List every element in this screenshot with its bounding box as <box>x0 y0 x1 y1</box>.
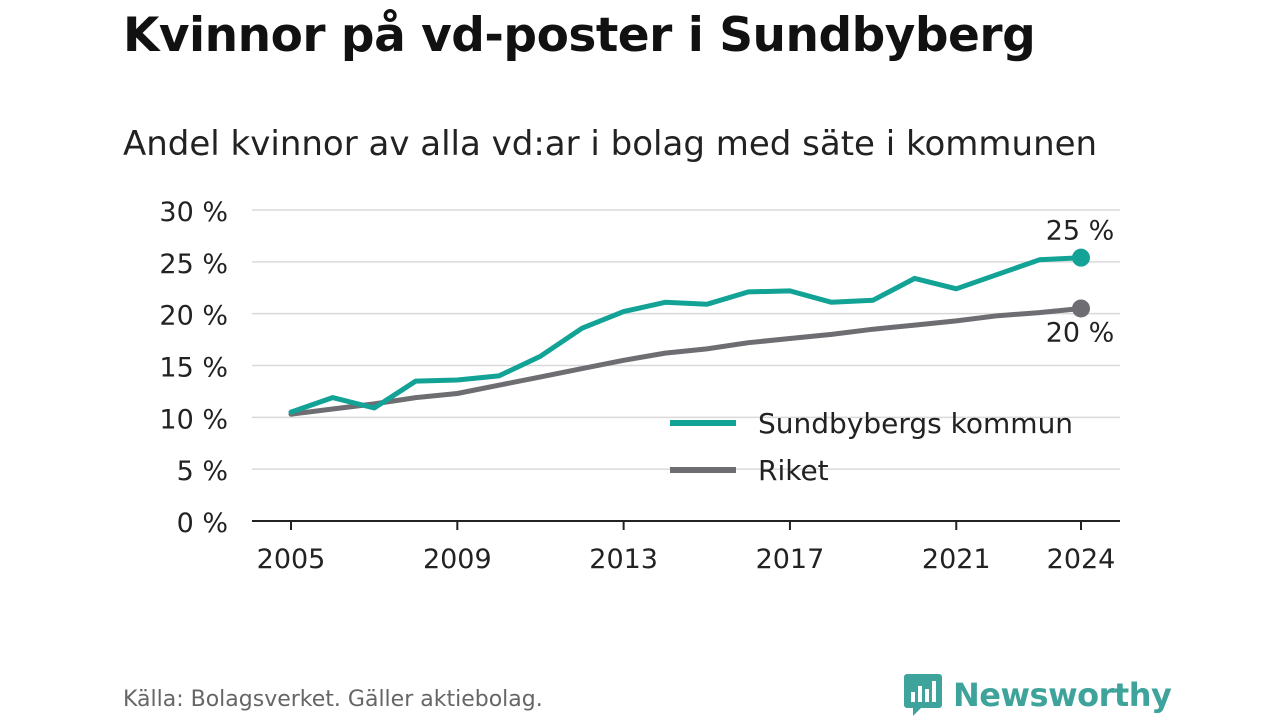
y-tick-label: 30 % <box>159 197 228 228</box>
y-tick-label: 10 % <box>159 404 228 435</box>
brand-logo: Newsworthy <box>903 672 1172 718</box>
x-tick-label: 2021 <box>922 544 991 575</box>
y-tick-label: 5 % <box>177 456 228 487</box>
series-lines: 25 % 20 % <box>288 216 1115 417</box>
end-point-riket <box>1072 299 1090 318</box>
end-point-sundbyberg <box>1072 248 1090 267</box>
series-line-riket <box>288 306 1084 417</box>
legend: Sundbybergs kommun Riket <box>670 407 1073 487</box>
legend-label-sundbyberg: Sundbybergs kommun <box>758 407 1073 440</box>
brand-name: Newsworthy <box>953 676 1172 714</box>
legend-label-riket: Riket <box>758 454 829 487</box>
x-tick-label: 2024 <box>1047 544 1116 575</box>
chart-bars-icon <box>904 674 942 716</box>
end-label-riket: 20 % <box>1046 317 1115 348</box>
x-axis: 2005 2009 2013 2017 2021 2024 <box>252 520 1120 575</box>
chart-title: Kvinnor på vd-poster i Sundbyberg <box>123 8 1036 63</box>
chart-subtitle: Andel kvinnor av alla vd:ar i bolag med … <box>123 124 1098 164</box>
end-label-sundbyberg: 25 % <box>1046 216 1115 247</box>
y-axis-ticks: 0 % 5 % 10 % 15 % 20 % 25 % 30 % <box>159 197 228 539</box>
y-tick-label: 15 % <box>159 353 228 384</box>
line-chart: 0 %5 %10 %15 %20 %25 %30 % 2005 2009 2013 2… <box>159 197 1120 575</box>
y-tick-label: 20 % <box>159 301 228 332</box>
x-tick-label: 2009 <box>423 544 492 575</box>
series-line-sundbyberg <box>288 255 1084 415</box>
x-tick-label: 2017 <box>756 544 825 575</box>
x-tick-label: 2013 <box>589 544 658 575</box>
x-tick-label: 2005 <box>257 544 326 575</box>
y-tick-label: 25 % <box>159 249 228 280</box>
y-tick-label: 0 % <box>177 508 228 539</box>
source-note: Källa: Bolagsverket. Gäller aktiebolag. <box>123 687 543 712</box>
